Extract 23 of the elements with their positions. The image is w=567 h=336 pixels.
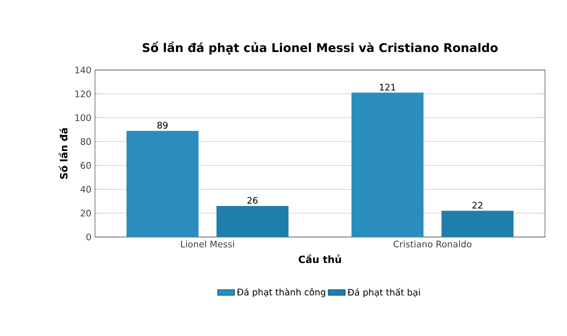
y-tick-label: 40 <box>80 186 91 193</box>
chart-title: Số lần đá phạt của Lionel Messi và Cristiano Ronaldo <box>142 42 498 54</box>
legend-label: Đá phạt thành công <box>236 288 326 298</box>
y-tick-label: 20 <box>80 210 91 217</box>
y-tick-label: 100 <box>75 114 91 122</box>
bar <box>442 210 514 237</box>
data-label: 121 <box>380 84 396 90</box>
y-tick-label: 140 <box>75 66 91 74</box>
y-tick-label: 0 <box>86 234 91 240</box>
x-tick-label: Lionel Messi <box>181 240 234 248</box>
y-tick-label: 80 <box>80 138 91 145</box>
bar <box>352 92 424 237</box>
data-label: 89 <box>157 122 168 129</box>
data-label: 22 <box>472 202 482 209</box>
y-tick-label: 120 <box>75 90 91 98</box>
data-label: 26 <box>247 197 258 204</box>
bar <box>126 130 198 237</box>
legend-label: Đá phạt thất bại <box>347 288 420 298</box>
x-tick-label: Cristiano Ronaldo <box>394 240 472 248</box>
x-axis-title: Cầu thủ <box>298 254 341 264</box>
bar <box>216 206 288 237</box>
y-tick-label: 60 <box>80 162 91 169</box>
y-axis-title: Số lần đá <box>58 128 68 179</box>
